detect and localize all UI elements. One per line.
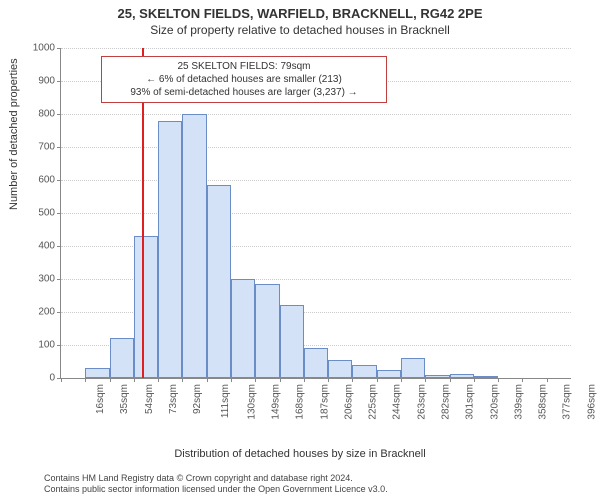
x-tick-label: 225sqm [368, 384, 379, 420]
x-tick [231, 378, 232, 382]
footer-attribution: Contains HM Land Registry data © Crown c… [44, 473, 388, 496]
x-tick [377, 378, 378, 382]
x-tick [498, 378, 499, 382]
x-tick [425, 378, 426, 382]
x-tick [401, 378, 402, 382]
x-tick-label: 92sqm [192, 384, 203, 414]
gridline [61, 114, 571, 115]
x-tick [352, 378, 353, 382]
chart-title: 25, SKELTON FIELDS, WARFIELD, BRACKNELL,… [0, 0, 600, 21]
x-tick-label: 35sqm [119, 384, 130, 414]
x-tick-label: 111sqm [221, 384, 232, 418]
footer-line2: Contains public sector information licen… [44, 484, 388, 494]
x-tick [85, 378, 86, 382]
annotation-line: 25 SKELTON FIELDS: 79sqm [108, 60, 380, 73]
histogram-bar [474, 376, 498, 378]
histogram-bar [352, 365, 376, 378]
histogram-bar [110, 338, 134, 378]
chart-container: 25, SKELTON FIELDS, WARFIELD, BRACKNELL,… [0, 0, 600, 500]
x-tick [158, 378, 159, 382]
histogram-bar [231, 279, 255, 378]
histogram-bar [328, 360, 352, 378]
histogram-bar [207, 185, 231, 378]
x-tick-label: 263sqm [416, 384, 427, 420]
y-tick-label: 200 [25, 307, 55, 318]
plot-area: 0100200300400500600700800900100016sqm35s… [60, 48, 571, 379]
x-tick [255, 378, 256, 382]
histogram-bar [425, 375, 449, 378]
histogram-bar [450, 374, 474, 378]
x-tick [182, 378, 183, 382]
x-tick-label: 320sqm [489, 384, 500, 420]
x-tick-label: 187sqm [319, 384, 330, 420]
y-tick-label: 400 [25, 241, 55, 252]
histogram-bar [134, 236, 158, 378]
histogram-bar [255, 284, 279, 378]
x-tick-label: 396sqm [586, 384, 597, 420]
x-tick [474, 378, 475, 382]
x-tick [547, 378, 548, 382]
x-tick [304, 378, 305, 382]
x-tick [134, 378, 135, 382]
gridline [61, 180, 571, 181]
annotation-line: ← 6% of detached houses are smaller (213… [108, 73, 380, 86]
chart-subtitle: Size of property relative to detached ho… [0, 21, 600, 37]
y-tick-label: 100 [25, 340, 55, 351]
footer-line1: Contains HM Land Registry data © Crown c… [44, 473, 353, 483]
y-tick [57, 246, 61, 247]
y-tick [57, 279, 61, 280]
x-tick [328, 378, 329, 382]
gridline [61, 147, 571, 148]
x-tick-label: 168sqm [295, 384, 306, 420]
y-tick-label: 700 [25, 142, 55, 153]
x-tick-label: 73sqm [168, 384, 179, 414]
gridline [61, 48, 571, 49]
x-tick-label: 54sqm [144, 384, 155, 414]
x-tick-label: 377sqm [562, 384, 573, 420]
y-tick-label: 600 [25, 175, 55, 186]
x-tick-label: 130sqm [246, 384, 257, 420]
x-tick-label: 206sqm [343, 384, 354, 420]
histogram-bar [280, 305, 304, 378]
x-tick-label: 16sqm [95, 384, 106, 414]
x-tick-label: 339sqm [513, 384, 524, 420]
x-tick [207, 378, 208, 382]
y-tick-label: 500 [25, 208, 55, 219]
y-tick-label: 1000 [25, 43, 55, 54]
x-tick-label: 149sqm [271, 384, 282, 420]
x-axis-label: Distribution of detached houses by size … [0, 448, 600, 460]
y-tick-label: 900 [25, 76, 55, 87]
histogram-bar [304, 348, 328, 378]
x-tick-label: 301sqm [465, 384, 476, 420]
histogram-bar [377, 370, 401, 378]
histogram-bar [182, 114, 206, 378]
histogram-bar [85, 368, 109, 378]
x-tick [450, 378, 451, 382]
y-tick [57, 147, 61, 148]
y-tick [57, 114, 61, 115]
x-tick-label: 244sqm [392, 384, 403, 420]
annotation-box: 25 SKELTON FIELDS: 79sqm← 6% of detached… [101, 56, 387, 103]
histogram-bar [158, 121, 182, 378]
x-tick-label: 358sqm [538, 384, 549, 420]
y-tick [57, 312, 61, 313]
annotation-line: 93% of semi-detached houses are larger (… [108, 86, 380, 99]
y-tick [57, 48, 61, 49]
y-tick [57, 81, 61, 82]
y-tick-label: 300 [25, 274, 55, 285]
y-tick-label: 800 [25, 109, 55, 120]
x-tick [522, 378, 523, 382]
y-axis-label: Number of detached properties [8, 58, 20, 210]
x-tick [61, 378, 62, 382]
histogram-bar [401, 358, 425, 378]
x-tick-label: 282sqm [441, 384, 452, 420]
x-tick [110, 378, 111, 382]
y-tick-label: 0 [25, 373, 55, 384]
y-tick [57, 345, 61, 346]
x-tick [280, 378, 281, 382]
y-tick [57, 180, 61, 181]
gridline [61, 213, 571, 214]
y-tick [57, 213, 61, 214]
